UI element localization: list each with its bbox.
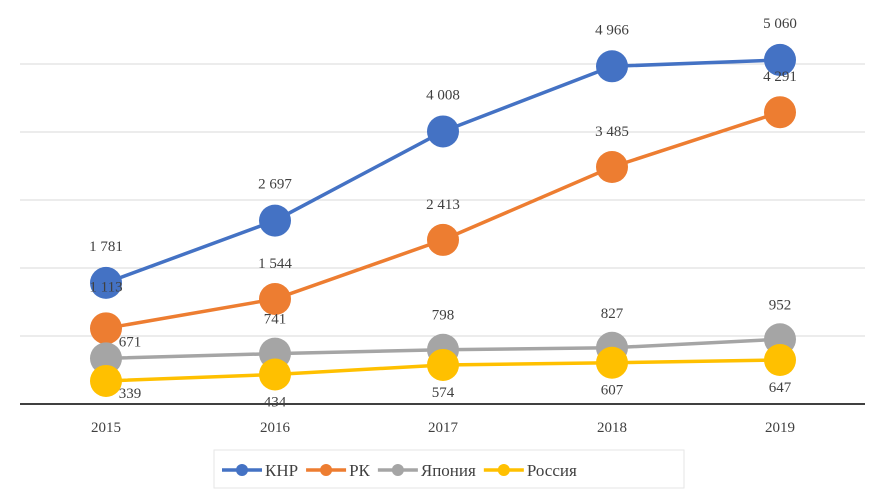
data-label: 607 — [601, 383, 624, 399]
data-label: 798 — [432, 308, 455, 324]
x-tick-label: 2016 — [260, 420, 291, 436]
legend-item: Япония — [377, 461, 476, 480]
data-label: 574 — [432, 385, 455, 401]
legend-marker-icon — [497, 464, 510, 476]
data-point — [764, 96, 796, 129]
legend-item: КНР — [222, 461, 298, 480]
data-point — [90, 364, 122, 397]
data-point — [596, 151, 628, 184]
legend-marker-icon — [391, 464, 404, 476]
x-tick-label: 2017 — [428, 420, 459, 436]
legend-marker-icon — [320, 464, 333, 476]
x-tick-label: 2019 — [765, 420, 795, 436]
data-point — [427, 115, 459, 148]
data-label: 1 113 — [89, 279, 122, 295]
legend-item: РК — [306, 461, 371, 480]
data-label: 4 008 — [426, 87, 460, 103]
legend-label: Россия — [527, 461, 577, 480]
data-label: 3 485 — [595, 124, 629, 140]
legend-label: Япония — [421, 461, 476, 480]
data-label: 1 781 — [89, 239, 123, 255]
data-point — [259, 283, 291, 316]
data-point — [259, 204, 291, 237]
data-label: 2 697 — [258, 177, 292, 193]
data-label: 434 — [264, 394, 287, 410]
data-label: 2 413 — [426, 197, 460, 213]
legend: КНР РК Япония Россия — [213, 449, 685, 489]
legend-label: РК — [349, 461, 370, 480]
data-point — [764, 344, 796, 377]
legend-box — [213, 449, 685, 489]
data-point — [427, 223, 459, 256]
data-point — [90, 266, 122, 299]
data-point — [596, 346, 628, 379]
data-label: 4 966 — [595, 22, 629, 38]
data-label: 5 060 — [763, 16, 797, 32]
data-point — [259, 358, 291, 391]
data-label: 647 — [769, 380, 792, 396]
data-point — [596, 50, 628, 83]
x-tick-label: 2018 — [597, 420, 627, 436]
data-point — [90, 342, 122, 375]
legend-label: КНР — [265, 461, 298, 480]
data-label: 741 — [264, 312, 287, 328]
legend-item: Россия — [483, 461, 577, 480]
data-point — [764, 43, 796, 76]
data-label: 339 — [119, 386, 142, 402]
data-point — [90, 312, 122, 345]
legend-marker-icon — [236, 464, 248, 476]
data-label: 671 — [119, 334, 142, 350]
data-label: 4 291 — [763, 69, 797, 85]
data-point — [427, 348, 459, 381]
x-tick-label: 2015 — [91, 420, 121, 436]
data-label: 1 544 — [258, 256, 292, 272]
data-label: 827 — [601, 306, 624, 322]
data-label: 952 — [769, 297, 792, 313]
